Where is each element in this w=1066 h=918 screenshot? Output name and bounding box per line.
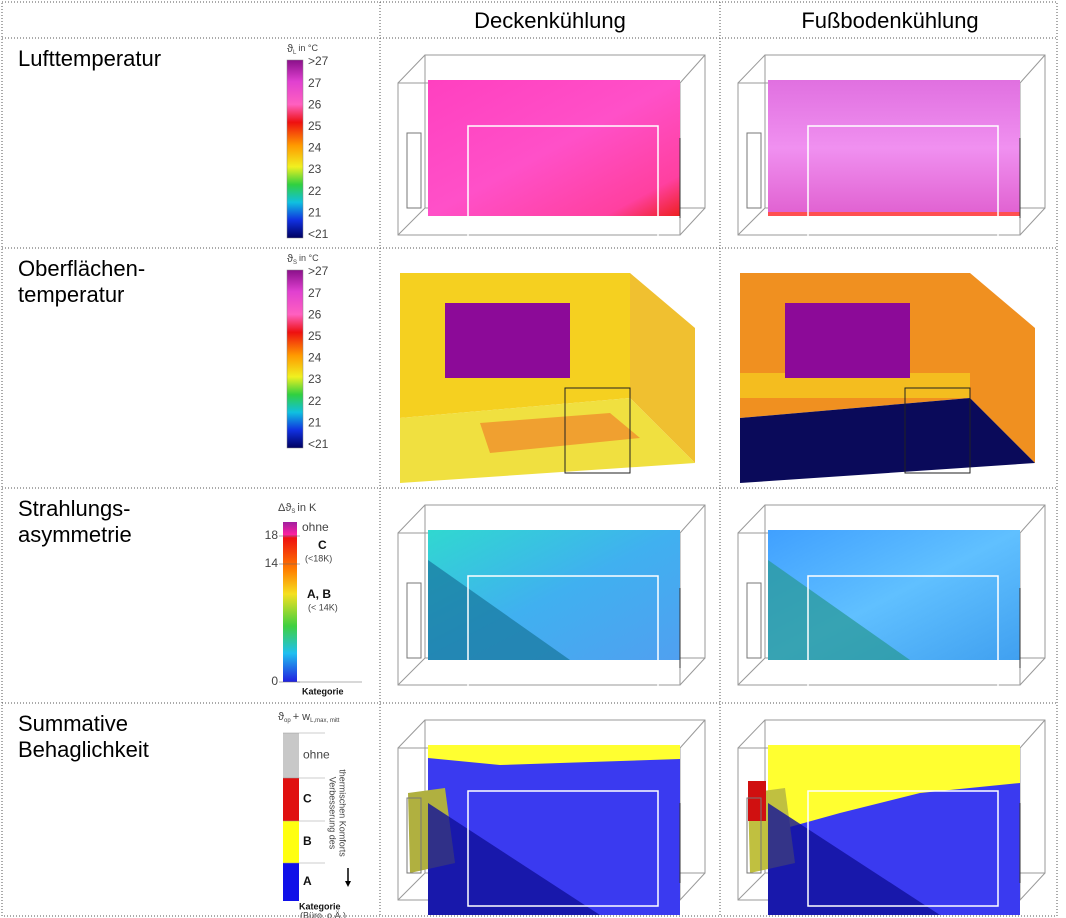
row-label: temperatur: [18, 282, 124, 307]
window-frame: [407, 583, 421, 658]
wireframe: [398, 208, 425, 235]
red-zone: [748, 781, 766, 821]
arrow-label: Verbesserung des: [328, 777, 338, 850]
wireframe: [738, 55, 765, 83]
page: {"table": { "header": ["Deckenkühlung", …: [0, 0, 1066, 918]
legend-subscript: S: [293, 260, 297, 266]
legend-title: ϑop+ wL,max, mitt: [278, 711, 340, 724]
legend-level: 27: [308, 76, 322, 90]
column-header: Fußbodenkühlung: [801, 8, 978, 33]
wireframe: [738, 505, 765, 533]
wireframe: [680, 55, 705, 83]
wireframe: [1020, 505, 1045, 533]
row-label: asymmetrie: [18, 522, 132, 547]
tick-label: 14: [265, 556, 279, 570]
tick-label: 0: [271, 674, 278, 688]
wireframe: [1020, 873, 1045, 900]
legend-level: 25: [308, 119, 322, 133]
legend-level: 23: [308, 372, 322, 386]
legend-level: ohne: [302, 520, 329, 534]
wireframe: [680, 720, 705, 748]
wireframe: [680, 208, 705, 235]
window-frame: [407, 133, 421, 208]
color-bar: [287, 60, 303, 238]
color-bar: [283, 522, 297, 682]
wireframe: [1020, 658, 1045, 685]
legend-level: B: [303, 834, 312, 848]
row-label: Behaglichkeit: [18, 737, 149, 762]
legend-level: 26: [308, 97, 322, 111]
legend-level: (<18K): [305, 553, 332, 563]
legend-level: 21: [308, 205, 322, 219]
arrow-head: [345, 881, 351, 887]
wireframe: [398, 55, 425, 83]
legend-level: 24: [308, 141, 322, 155]
legend-unit: + w: [293, 711, 310, 723]
color-band: [283, 778, 299, 821]
wireframe: [738, 208, 765, 235]
legend-level: 23: [308, 162, 322, 176]
table: Deckenkühlung Fußbodenkühlung Lufttemper…: [0, 0, 1066, 918]
window: [785, 303, 910, 378]
legend-symbol: Δϑ: [278, 502, 291, 514]
color-band: [283, 821, 299, 863]
row-label: Strahlungs-: [18, 496, 131, 521]
wireframe: [398, 658, 425, 685]
legend-level: <21: [308, 437, 329, 451]
legend-axis-title: Kategorie: [302, 686, 344, 696]
legend-unit: in °C: [298, 43, 318, 53]
wireframe: [680, 658, 705, 685]
row-label: Summative: [18, 711, 128, 736]
edge: [768, 212, 1020, 216]
temperature-plane: [428, 80, 680, 216]
wireframe: [1020, 55, 1045, 83]
legend-subscript: op: [284, 718, 291, 724]
color-band: [283, 733, 299, 778]
window-frame: [747, 133, 761, 208]
legend-level: (< 14K): [308, 602, 338, 612]
legend-level: A: [303, 874, 312, 888]
column-header: Deckenkühlung: [474, 8, 626, 33]
legend-level: 22: [308, 394, 322, 408]
legend-level: 22: [308, 184, 322, 198]
color-bar: [287, 270, 303, 448]
wireframe: [398, 873, 425, 900]
wireframe: [1020, 720, 1045, 748]
legend-level: 25: [308, 329, 322, 343]
legend-level: C: [318, 538, 327, 552]
window: [445, 303, 570, 378]
legend-level: 27: [308, 286, 322, 300]
wireframe: [738, 873, 765, 900]
row-label: Oberflächen-: [18, 256, 145, 281]
legend-level: >27: [308, 54, 329, 68]
wireframe: [1020, 208, 1045, 235]
wireframe: [680, 873, 705, 900]
wireframe: [398, 505, 425, 533]
row-label: Lufttemperatur: [18, 46, 161, 71]
legend-level: C: [303, 792, 312, 806]
legend-level: 21: [308, 415, 322, 429]
legend-subscript: S: [291, 509, 295, 515]
legend-level: 24: [308, 351, 322, 365]
window-frame: [747, 583, 761, 658]
legend-subscript: L,max, mitt: [310, 718, 340, 724]
legend-level: <21: [308, 227, 329, 241]
legend-level: ohne: [303, 748, 330, 762]
arrow-label: thermischen Komforts: [338, 769, 348, 857]
legend-unit: in K: [297, 502, 317, 514]
legend-subscript: L: [293, 50, 297, 56]
wireframe: [680, 505, 705, 533]
legend-note: (Büro, o.Ä.): [300, 910, 346, 918]
tick-label: 18: [265, 528, 279, 542]
wireframe: [398, 720, 425, 748]
legend-level: 26: [308, 307, 322, 321]
color-band: [283, 863, 299, 901]
legend-level: >27: [308, 264, 329, 278]
legend-unit: in °C: [299, 253, 319, 263]
wireframe: [738, 658, 765, 685]
wireframe: [738, 720, 765, 748]
temperature-plane: [768, 80, 1020, 216]
legend-level: A, B: [307, 587, 331, 601]
